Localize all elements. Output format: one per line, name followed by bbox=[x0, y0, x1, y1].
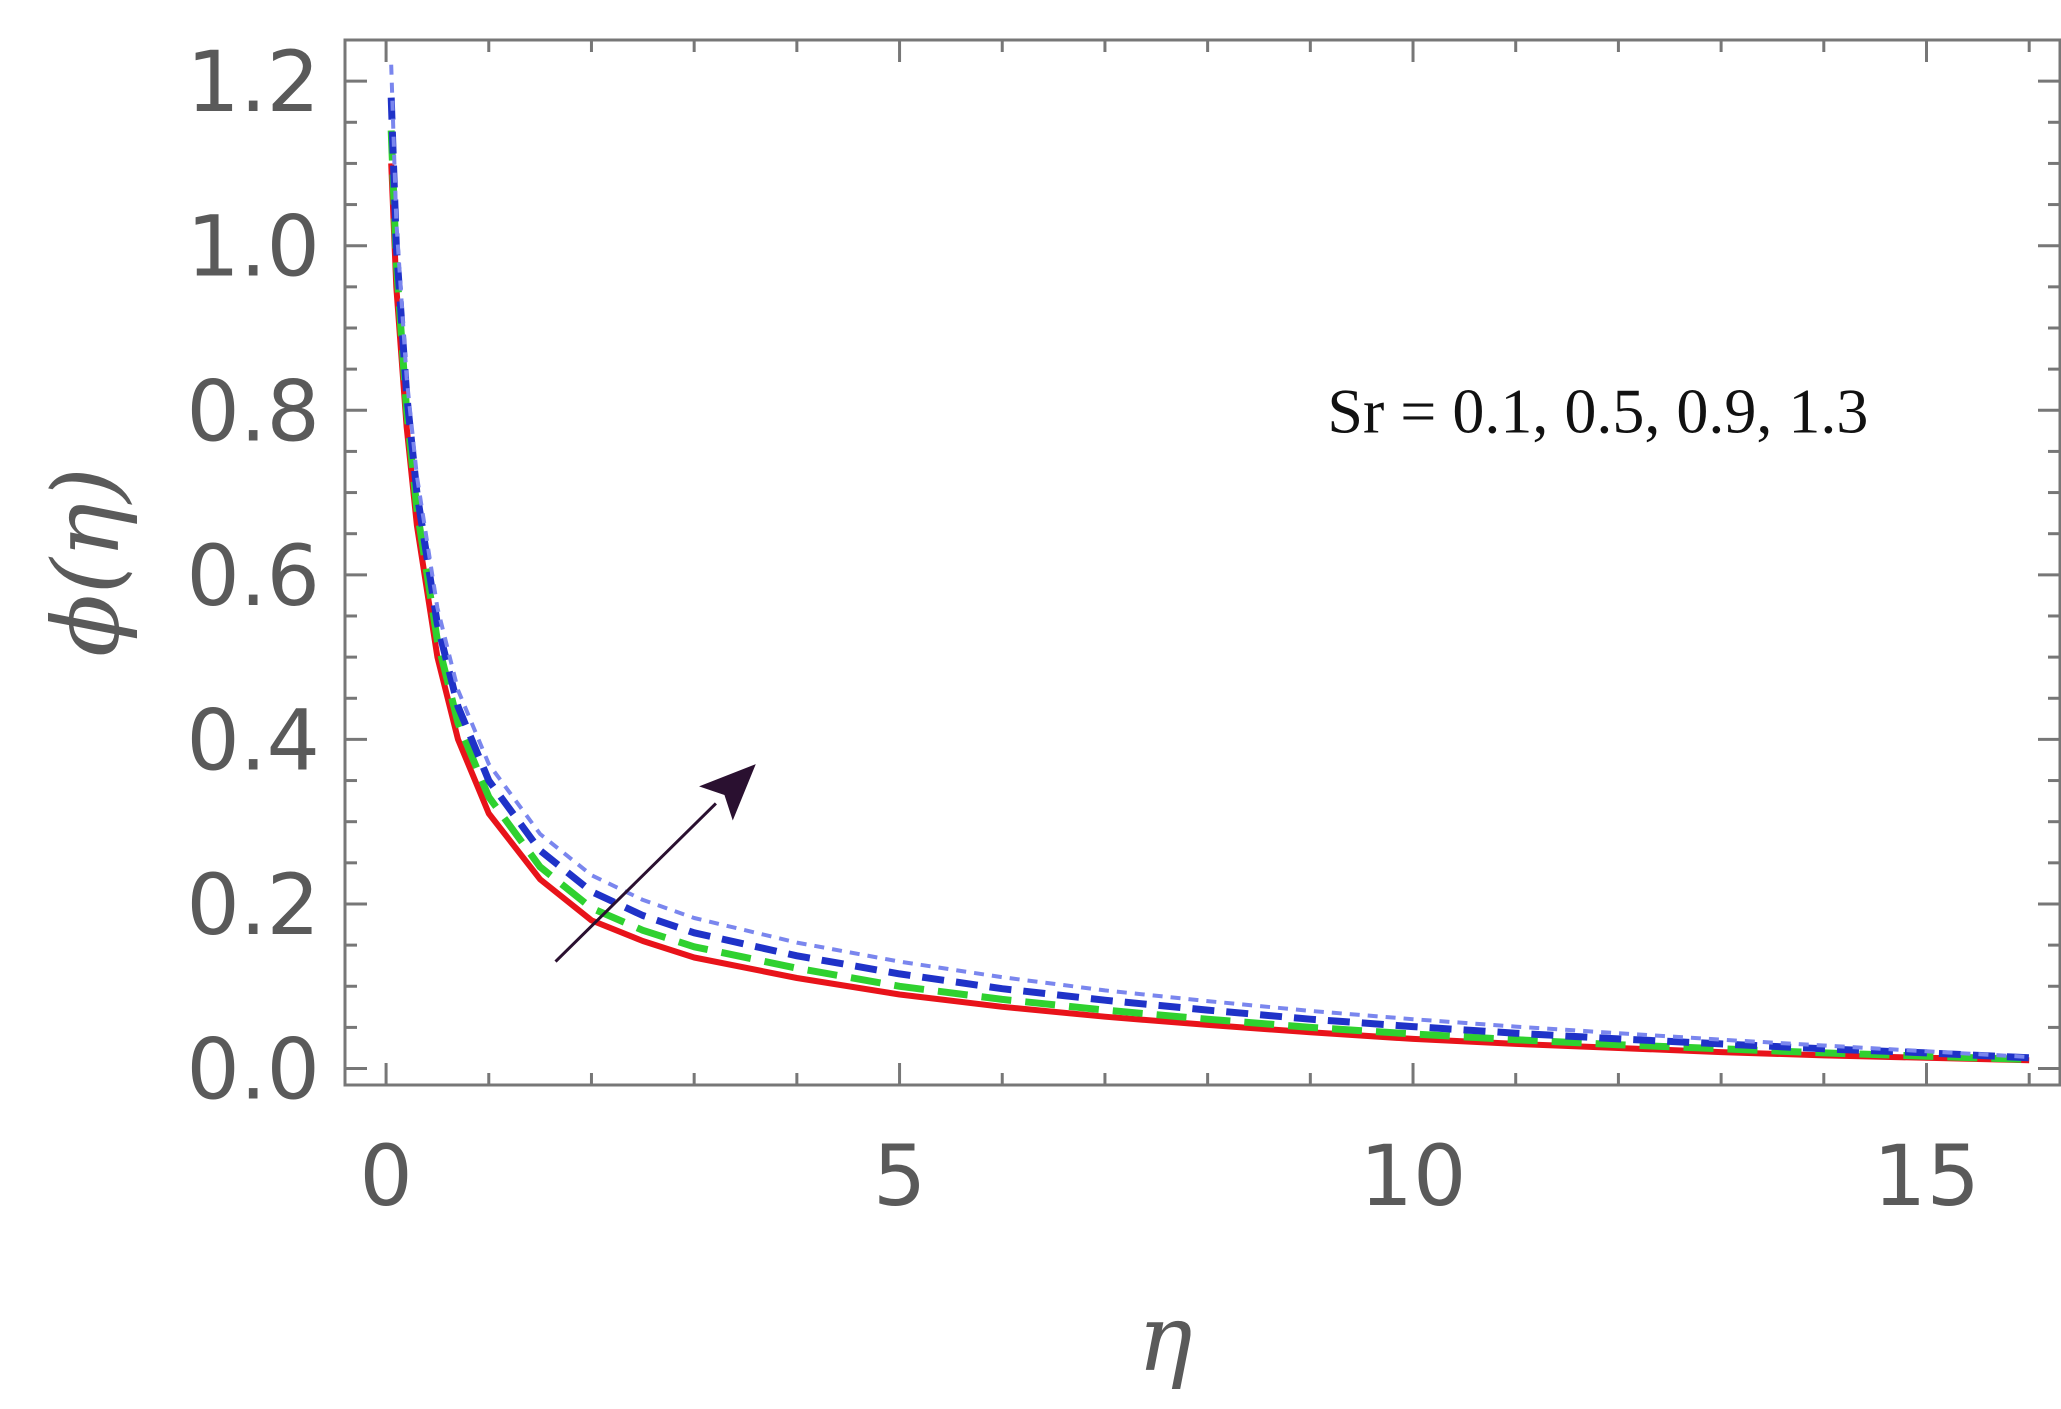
plot-frame bbox=[343, 38, 2061, 1087]
x-axis-title: η bbox=[1137, 1285, 1192, 1392]
annotation-label: Sr = 0.1, 0.5, 0.9, 1.3 bbox=[1327, 375, 1868, 446]
y-tick-label: 1.2 bbox=[186, 33, 320, 131]
annotation-arrow bbox=[554, 764, 756, 963]
x-tick-label: 5 bbox=[873, 1127, 926, 1225]
axis-ticks bbox=[345, 40, 2060, 1085]
x-tick-label: 10 bbox=[1360, 1127, 1467, 1225]
x-tick-label: 15 bbox=[1873, 1127, 1980, 1225]
y-tick-label: 0.8 bbox=[186, 362, 320, 460]
y-tick-label: 0.6 bbox=[186, 527, 320, 625]
y-tick-label: 0.4 bbox=[186, 691, 320, 789]
arrow-head bbox=[699, 764, 756, 821]
y-axis-title: ϕ(η) bbox=[33, 467, 140, 657]
series-layer bbox=[387, 64, 2030, 1064]
series-line bbox=[389, 64, 2030, 1059]
x-tick-labels: 0 5 10 15 bbox=[359, 1127, 1980, 1225]
y-tick-label: 0.0 bbox=[186, 1021, 320, 1119]
series-line bbox=[387, 97, 2030, 1062]
arrow-shaft bbox=[554, 802, 717, 963]
x-tick-label: 0 bbox=[359, 1127, 412, 1225]
y-tick-label: 1.0 bbox=[186, 198, 320, 296]
y-tick-labels: 0.0 0.2 0.4 0.6 0.8 1.0 1.2 bbox=[186, 33, 320, 1118]
series-line bbox=[387, 130, 2030, 1063]
y-tick-label: 0.2 bbox=[186, 856, 320, 954]
series-line bbox=[388, 163, 2030, 1064]
